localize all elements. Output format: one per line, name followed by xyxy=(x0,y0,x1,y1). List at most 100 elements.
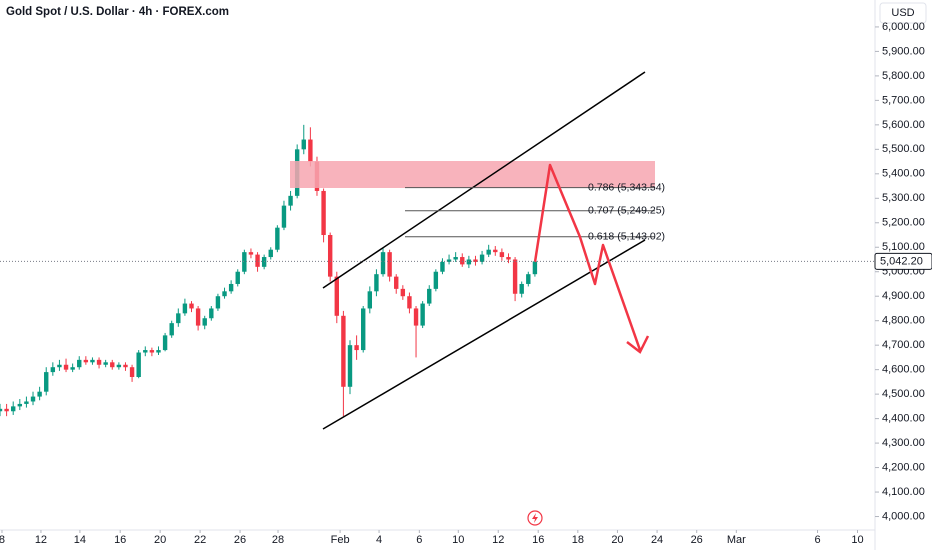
y-tick-label: 4,000.00 xyxy=(882,510,925,522)
candle-body xyxy=(143,350,148,353)
candle-body xyxy=(182,303,188,314)
y-tick-label: 5,400.00 xyxy=(882,168,925,180)
candle-body xyxy=(149,350,155,353)
x-tick-label: 10 xyxy=(851,534,863,546)
y-tick-label: 5,200.00 xyxy=(882,217,925,229)
candle-body xyxy=(129,367,135,377)
candle-body xyxy=(215,296,221,309)
candle-body xyxy=(440,261,445,272)
y-tick-label: 4,200.00 xyxy=(882,461,925,473)
x-tick-label: 8 xyxy=(0,534,5,546)
candle-body xyxy=(361,308,366,351)
candle-body xyxy=(275,227,280,250)
candle-body xyxy=(519,283,524,294)
candle-body xyxy=(460,257,465,265)
candle-body xyxy=(209,308,214,319)
currency-button[interactable] xyxy=(879,2,927,24)
candle-body xyxy=(37,391,42,397)
x-tick-label: 14 xyxy=(74,534,86,546)
candle-body xyxy=(532,261,538,275)
y-tick-label: 4,500.00 xyxy=(882,388,925,400)
candle-body xyxy=(486,249,491,255)
candle-body xyxy=(466,259,472,265)
candle-body xyxy=(374,274,379,292)
candle-body xyxy=(83,359,89,363)
fib-label: 0.786 (5,343.54) xyxy=(588,181,665,193)
candle-body xyxy=(493,249,498,253)
y-tick-label: 4,900.00 xyxy=(882,290,925,302)
fib-label: 0.707 (5,249.25) xyxy=(588,204,665,216)
candle-body xyxy=(327,235,333,277)
x-tick-label: 26 xyxy=(234,534,246,546)
chart-title: Gold Spot / U.S. Dollar · 4h · FOREX.com xyxy=(6,6,229,18)
candle-body xyxy=(506,257,511,260)
last-price-tag xyxy=(874,252,932,270)
x-tick-label: 22 xyxy=(194,534,206,546)
candle-body xyxy=(195,308,201,326)
x-tick-label: 28 xyxy=(272,534,284,546)
x-tick-label: 10 xyxy=(452,534,464,546)
candle-body xyxy=(103,362,108,365)
candle-body xyxy=(222,291,227,297)
event-icon[interactable] xyxy=(527,510,543,526)
candle-body xyxy=(380,252,386,275)
x-tick-label: Mar xyxy=(727,534,746,546)
candle-body xyxy=(96,359,102,365)
candle-body xyxy=(116,364,122,368)
candle-body xyxy=(446,259,452,262)
x-tick-label: Feb xyxy=(331,534,350,546)
candle-body xyxy=(394,276,399,289)
candle-body xyxy=(512,259,518,294)
candle-body xyxy=(413,308,419,326)
candle-body xyxy=(57,364,62,368)
y-tick-label: 6,000.00 xyxy=(882,21,925,33)
candle-body xyxy=(50,367,56,373)
candle-body xyxy=(341,315,346,387)
y-tick-label: 4,300.00 xyxy=(882,437,925,449)
candle-body xyxy=(70,367,75,370)
candle-body xyxy=(433,271,439,289)
candle-body xyxy=(301,139,306,150)
candle-body xyxy=(248,252,254,255)
x-tick-label: 20 xyxy=(154,534,166,546)
y-tick-label: 4,800.00 xyxy=(882,315,925,327)
channel-upper xyxy=(322,71,646,289)
y-tick-label: 5,900.00 xyxy=(882,45,925,57)
y-tick-label: 5,100.00 xyxy=(882,241,925,253)
candle-body xyxy=(387,252,392,277)
event-icon-bolt xyxy=(532,513,538,523)
candle-body xyxy=(176,313,181,324)
candle-body xyxy=(427,288,432,304)
candle-body xyxy=(30,396,36,402)
candle-body xyxy=(453,257,458,260)
candle-body xyxy=(123,364,128,368)
x-tick-label: 18 xyxy=(572,534,584,546)
last-price-label: 5,042.20 xyxy=(880,255,923,267)
x-tick-label: 6 xyxy=(416,534,422,546)
candle-body xyxy=(242,252,247,272)
candle-body xyxy=(228,283,234,292)
x-tick-label: 16 xyxy=(532,534,544,546)
candle-body xyxy=(189,303,194,309)
x-tick-label: 26 xyxy=(691,534,703,546)
y-tick-label: 5,300.00 xyxy=(882,192,925,204)
x-tick-label: 6 xyxy=(814,534,820,546)
candle-body xyxy=(235,271,240,284)
candle-body xyxy=(156,350,161,353)
candle-body xyxy=(90,359,95,363)
candle-body xyxy=(288,195,293,206)
candle-body xyxy=(136,352,141,377)
candle-body xyxy=(479,254,485,262)
x-tick-label: 4 xyxy=(376,534,382,546)
candle-body xyxy=(499,252,505,258)
candle-body xyxy=(268,249,273,258)
x-tick-label: 12 xyxy=(35,534,47,546)
candle-body xyxy=(11,406,16,412)
currency-label[interactable]: USD xyxy=(891,7,914,19)
candle-body xyxy=(407,296,412,309)
candle-body xyxy=(281,205,287,228)
projection-arrowhead xyxy=(626,335,650,354)
x-tick-label: 12 xyxy=(492,534,504,546)
y-tick-label: 5,700.00 xyxy=(882,94,925,106)
